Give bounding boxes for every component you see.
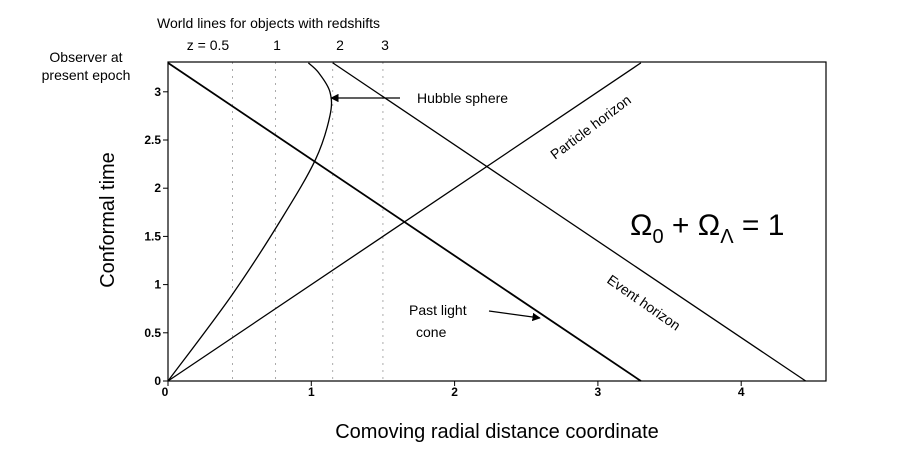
observer-label: present epoch [42,67,131,83]
x-tick-label: 2 [451,385,458,399]
plot-frame [167,61,827,382]
hubble-sphere-line [167,62,333,382]
x-tick-label: 3 [595,385,602,399]
hubble-sphere-label: Hubble sphere [417,90,508,106]
redshift-label: 1 [273,37,281,53]
redshift-header-title: World lines for objects with redshifts [157,15,380,31]
observer-label: Observer at [49,49,122,65]
particle-horizon-label: Particle horizon [547,92,634,163]
redshift-label: 2 [336,37,344,53]
past-light-cone-label: Past light [409,302,467,318]
x-tick-label: 1 [308,385,315,399]
x-tick-label: 0 [162,385,169,399]
y-tick-label: 2 [154,181,161,195]
y-tick-label: 1 [154,278,161,292]
past-light-cone-label: cone [416,324,447,340]
event-horizon-line [332,62,807,382]
y-axis-title: Conformal time [97,152,119,288]
y-tick-label: 0 [154,374,161,388]
redshift-label: 3 [381,37,389,53]
y-tick-label: 0.5 [144,326,161,340]
x-tick-label: 4 [738,385,745,399]
y-tick-label: 2.5 [144,133,161,147]
x-axis-title: Comoving radial distance coordinate [335,421,659,443]
event-horizon-label: Event horizon [604,271,683,333]
redshift-label: z = 0.5 [187,37,230,53]
y-tick-label: 1.5 [144,229,161,243]
equation-label: Ω0 + ΩΛ = 1 [630,209,784,248]
particle-horizon-line [167,62,642,382]
past-light-cone-arrow [488,310,541,322]
y-tick-label: 3 [154,85,161,99]
